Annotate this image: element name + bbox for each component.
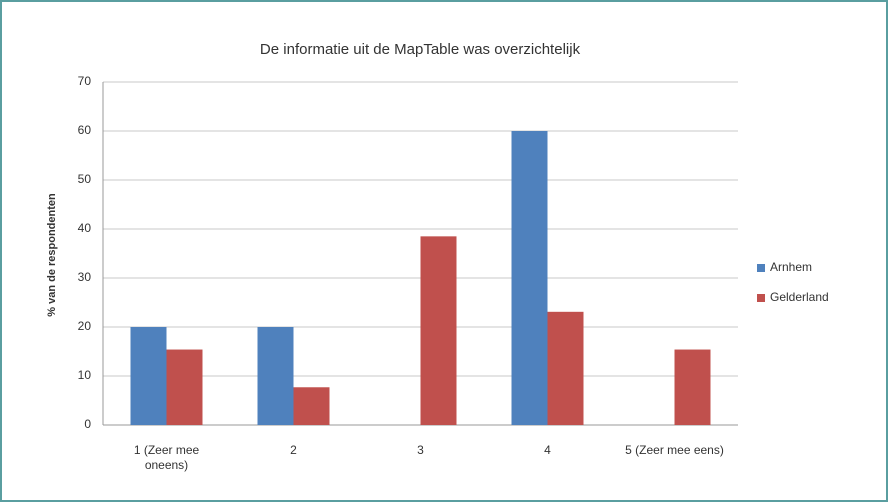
y-tick-label: 70 [78, 74, 92, 88]
bar [420, 236, 457, 425]
x-tick-label: 1 (Zeer mee oneens) [133, 443, 200, 472]
y-tick-label: 30 [78, 270, 92, 284]
y-tick-label: 20 [78, 319, 92, 333]
bar [511, 131, 548, 425]
bar [674, 349, 711, 425]
legend-label: Gelderland [770, 290, 829, 304]
y-tick-label: 0 [84, 417, 91, 431]
y-tick-label: 40 [78, 221, 92, 235]
legend-swatch [757, 264, 765, 272]
legend-label: Arnhem [770, 260, 812, 274]
x-tick-label: 4 [544, 443, 551, 457]
bar [257, 327, 294, 425]
bar [293, 387, 330, 425]
bar [166, 349, 203, 425]
x-tick-label: 5 (Zeer mee eens) [625, 443, 724, 457]
y-tick-label: 10 [78, 368, 92, 382]
bar [547, 311, 584, 425]
x-tick-label: 3 [417, 443, 424, 457]
legend-swatch [757, 294, 765, 302]
y-tick-label: 60 [78, 123, 92, 137]
bar [130, 327, 167, 425]
y-tick-label: 50 [78, 172, 92, 186]
x-tick-label: 2 [290, 443, 297, 457]
chart-title: De informatie uit de MapTable was overzi… [260, 41, 581, 58]
y-axis-label: % van de respondenten [46, 193, 58, 317]
